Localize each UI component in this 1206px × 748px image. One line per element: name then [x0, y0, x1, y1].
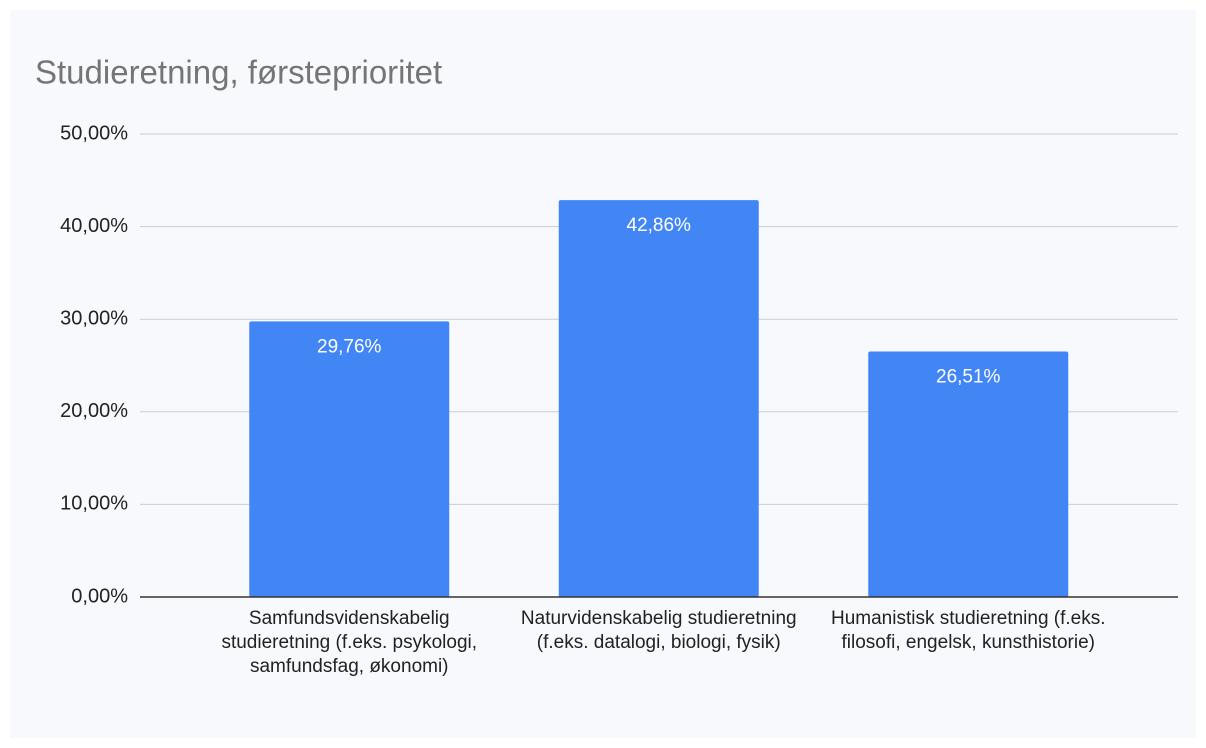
bar: [249, 321, 450, 597]
x-tick-label-box: Samfundsvidenskabelig studieretning (f.e…: [221, 608, 478, 677]
y-tick-label: 0,00%: [71, 585, 128, 607]
data-label: 26,51%: [936, 367, 1001, 388]
chart-title: Studieretning, førsteprioritet: [35, 54, 442, 91]
x-tick-label: Naturvidenskabelig studieretning (f.eks.…: [520, 608, 797, 653]
y-tick-label: 50,00%: [60, 122, 128, 144]
y-tick-label: 40,00%: [60, 215, 128, 237]
x-tick-label-box: Naturvidenskabelig studieretning (f.eks.…: [520, 608, 797, 653]
x-tick-label: Samfundsvidenskabelig studieretning (f.e…: [221, 608, 478, 677]
data-label: 42,86%: [627, 215, 692, 236]
y-tick-label: 10,00%: [60, 493, 128, 515]
data-label: 29,76%: [317, 336, 382, 357]
y-tick-label: 30,00%: [60, 307, 128, 329]
y-tick-label: 20,00%: [60, 400, 128, 422]
x-tick-label-box: Humanistisk studieretning (f.eks. filoso…: [830, 608, 1106, 653]
bar: [558, 200, 759, 597]
bar: [868, 351, 1069, 597]
x-tick-label: Humanistisk studieretning (f.eks. filoso…: [830, 608, 1106, 653]
